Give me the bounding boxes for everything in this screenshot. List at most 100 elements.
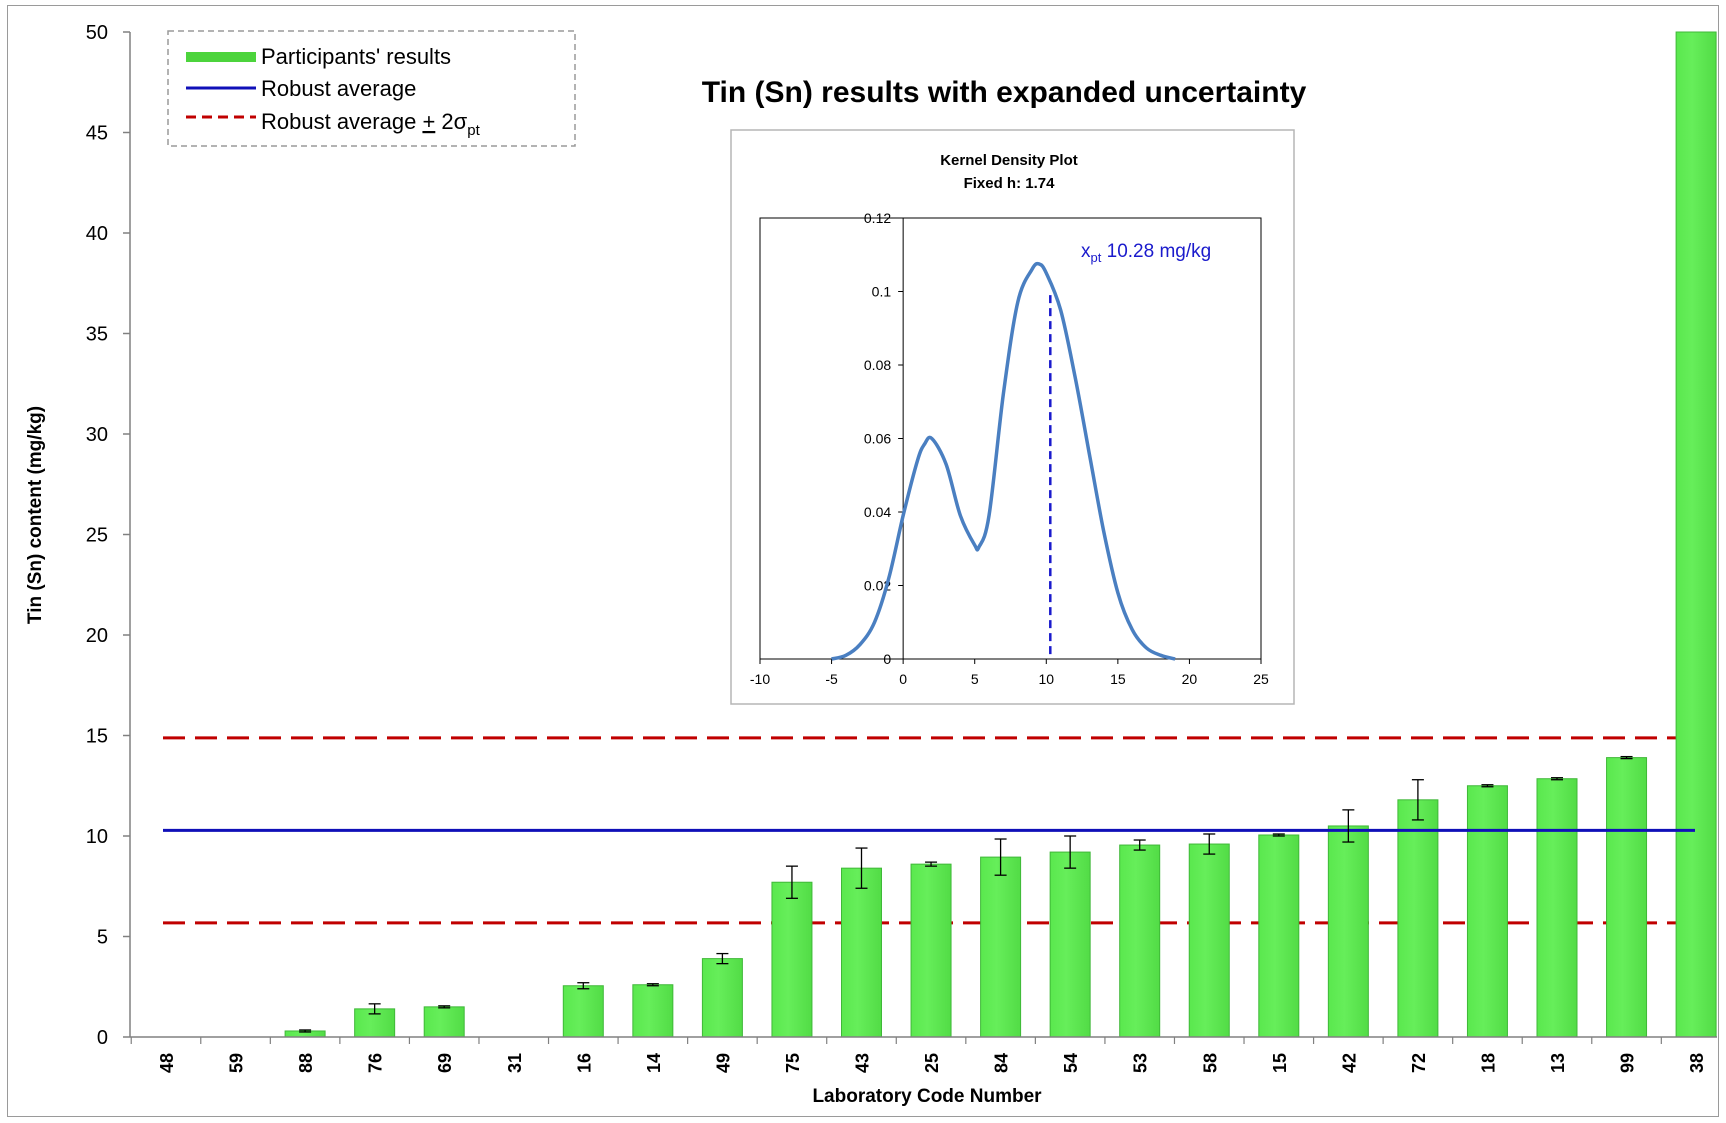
inset-y-tick-label: 0.12 (864, 210, 891, 226)
error-bar (1481, 784, 1494, 788)
inset-y-tick-label: 0.08 (864, 357, 891, 373)
error-bar (299, 1029, 312, 1033)
error-bar (646, 983, 659, 987)
bars (284, 31, 1717, 1038)
bar (910, 863, 952, 1038)
bar (1258, 834, 1300, 1038)
xpt-annotation-prefix: x (1081, 241, 1091, 262)
inset-plot-area (759, 217, 1262, 660)
x-tick-label: 75 (783, 1053, 803, 1073)
xpt-annotation-value: 10.28 mg/kg (1101, 241, 1211, 262)
inset-x-tick-label: -10 (750, 671, 770, 687)
bar (1536, 778, 1578, 1038)
error-bar (1551, 777, 1563, 781)
y-tick-label: 25 (86, 525, 108, 547)
inset-x-tick-label: -5 (825, 671, 838, 687)
bar (1397, 799, 1439, 1038)
x-tick-label: 53 (1131, 1053, 1151, 1073)
y-tick-label: 15 (86, 726, 108, 748)
y-tick-label: 5 (97, 927, 108, 949)
inset-frame (730, 129, 1295, 705)
error-bar (785, 865, 798, 899)
error-bar (855, 847, 868, 889)
x-tick-label: 59 (227, 1053, 247, 1073)
inset-subtitle: Fixed h: 1.74 (964, 175, 1056, 192)
x-tick-label: 43 (853, 1053, 873, 1073)
xpt-annotation-sub: pt (1091, 250, 1102, 265)
legend-limits-sigma: 2σ (435, 109, 467, 134)
y-tick-label: 40 (86, 223, 108, 245)
x-axis: 48 59 88 76 69 31 16 14 49 75 43 25 84 54 53 58 15 42 72 18… (130, 1036, 1717, 1073)
bar (1188, 843, 1230, 1038)
inset-y-tick-label: 0 (883, 651, 891, 667)
x-tick-label: 99 (1618, 1053, 1638, 1073)
error-bar (1342, 809, 1355, 843)
error-bar (577, 982, 590, 990)
y-tick-label: 35 (86, 324, 108, 346)
y-tick-label: 0 (97, 1027, 108, 1049)
error-bar (925, 861, 938, 867)
y-tick-label: 20 (86, 625, 108, 647)
x-tick-label: 16 (574, 1053, 594, 1073)
bar (562, 985, 604, 1038)
x-tick-label: 15 (1270, 1053, 1290, 1073)
bar (423, 1006, 465, 1038)
inset-x-tick-label: 10 (1038, 671, 1054, 687)
y-axis-label: Tin (Sn) content (mg/kg) (25, 406, 46, 624)
x-tick-label: 49 (713, 1053, 733, 1073)
error-bar (716, 952, 729, 965)
error-bar (1064, 835, 1077, 869)
kernel-density-inset: Kernel Density Plot Fixed h: 1.74 -10 -5 0… (730, 129, 1295, 705)
x-tick-label: 38 (1687, 1053, 1707, 1073)
inset-x-tick-label: 0 (899, 671, 907, 687)
x-tick-label: 76 (366, 1053, 386, 1073)
x-tick-label: 69 (435, 1053, 455, 1073)
bar (1049, 851, 1091, 1038)
legend-label-limits: Robust average + 2σpt (261, 109, 481, 139)
error-bar (438, 1005, 451, 1009)
bar (1675, 31, 1717, 1038)
inset-y-tick-label: 0.06 (864, 431, 891, 447)
kde-curve (831, 261, 1176, 661)
x-tick-label: 14 (644, 1053, 664, 1073)
bar (771, 881, 813, 1038)
x-tick-label: 42 (1339, 1053, 1359, 1073)
x-tick-label: 58 (1200, 1053, 1220, 1073)
error-bar (1133, 839, 1146, 851)
x-tick-label: 54 (1061, 1053, 1081, 1073)
legend-limits-pm: + (422, 109, 435, 134)
x-axis-label: Laboratory Code Number (812, 1086, 1042, 1107)
x-tick-label: 31 (505, 1053, 525, 1073)
inset-x-tick-label: 5 (971, 671, 979, 687)
chart-frame (7, 5, 1719, 1117)
x-tick-label: 18 (1478, 1053, 1498, 1073)
y-tick-label: 45 (86, 123, 108, 145)
inset-y-tick-label: 0.1 (872, 284, 892, 300)
error-bar (368, 1003, 381, 1015)
legend-limits-sub: pt (467, 122, 480, 139)
bar (1466, 785, 1508, 1038)
legend: Participants' results Robust average Rob… (167, 30, 576, 147)
bar (980, 856, 1022, 1038)
x-tick-label: 48 (157, 1053, 177, 1073)
legend-swatch-results (186, 52, 256, 62)
x-tick-label: 72 (1409, 1053, 1429, 1073)
y-tick-label: 30 (86, 424, 108, 446)
y-axis: 0 5 10 15 20 25 30 35 40 45 50 (86, 22, 131, 1049)
error-bar (1411, 779, 1424, 821)
xpt-annotation: xpt 10.28 mg/kg (1081, 241, 1211, 265)
bar (632, 984, 674, 1038)
y-tick-label: 50 (86, 22, 108, 44)
error-bar (1203, 833, 1216, 855)
chart-title: Tin (Sn) results with expanded uncertain… (702, 76, 1307, 109)
x-tick-label: 84 (992, 1053, 1012, 1073)
inset-title: Kernel Density Plot (940, 152, 1078, 169)
inset-x-tick-label: 25 (1253, 671, 1269, 687)
y-tick-label: 10 (86, 826, 108, 848)
inset-x-tick-label: 15 (1110, 671, 1126, 687)
bar (1327, 825, 1369, 1038)
legend-label-results: Participants' results (261, 44, 451, 69)
inset-x-tick-label: 20 (1182, 671, 1198, 687)
